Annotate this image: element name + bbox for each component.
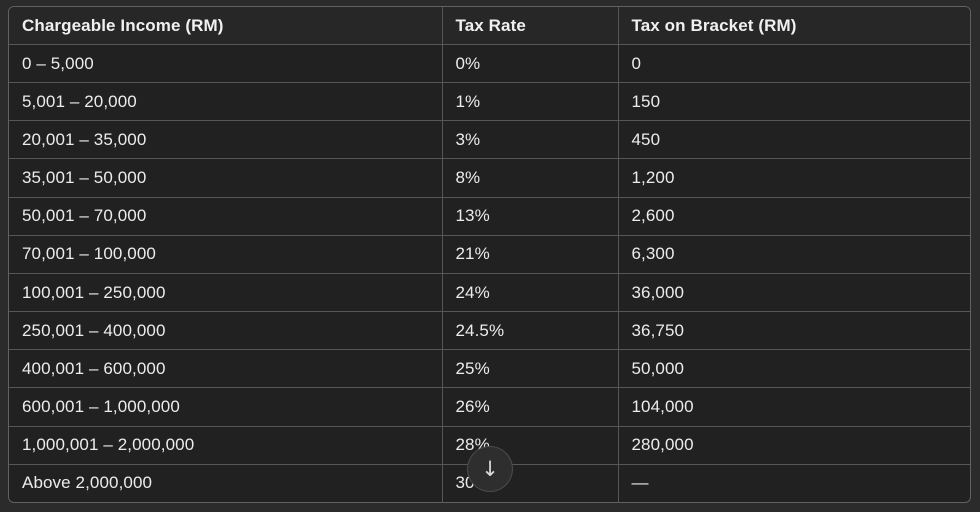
table-row: 250,001 – 400,000 24.5% 36,750: [9, 311, 970, 350]
table-cell: 100,001 – 250,000: [9, 272, 442, 312]
table-cell: 104,000: [617, 387, 970, 427]
header-cell: Tax on Bracket (RM): [617, 7, 970, 45]
table-row: 600,001 – 1,000,000 26% 104,000: [9, 387, 970, 427]
table-cell: 0: [617, 43, 970, 83]
table-header: Chargeable Income (RM) Tax Rate Tax on Bra…: [9, 7, 970, 45]
table-row: 35,001 – 50,000 8% 1,200: [9, 158, 970, 198]
table-cell: 50,000: [617, 349, 970, 388]
header-row: Chargeable Income (RM) Tax Rate Tax on Bra…: [9, 7, 970, 45]
table-cell: 50,001 – 70,000: [9, 196, 442, 236]
table-cell: 0 – 5,000: [9, 43, 442, 83]
table-cell: 70,001 – 100,000: [9, 234, 442, 274]
table-row: 50,001 – 70,000 13% 2,600: [9, 196, 970, 236]
table-cell: 36,750: [617, 311, 970, 350]
header-cell: Tax Rate: [441, 7, 618, 45]
table-cell: 5,001 – 20,000: [9, 82, 442, 121]
table-row: 70,001 – 100,000 21% 6,300: [9, 234, 970, 274]
table-cell: 1,200: [617, 158, 970, 198]
table-cell: —: [617, 463, 970, 502]
table-row: 100,001 – 250,000 24% 36,000: [9, 272, 970, 312]
table-cell: 24.5%: [441, 311, 618, 350]
table-cell: 0%: [441, 43, 618, 83]
table-cell: 21%: [441, 234, 618, 274]
table-cell: 20,001 – 35,000: [9, 120, 442, 159]
table-cell: 1,000,001 – 2,000,000: [9, 425, 442, 465]
table-cell: 26%: [441, 387, 618, 427]
table-cell: 25%: [441, 349, 618, 388]
table-body: 0 – 5,000 0% 0 5,001 – 20,000 1% 150 20,001 – …: [9, 43, 970, 502]
table-row: 400,001 – 600,000 25% 50,000: [9, 349, 970, 388]
arrow-down-icon: ↓: [481, 456, 499, 481]
table-cell: Above 2,000,000: [9, 463, 442, 502]
table-row: 20,001 – 35,000 3% 450: [9, 120, 970, 159]
table-cell: 35,001 – 50,000: [9, 158, 442, 198]
table-cell: 250,001 – 400,000: [9, 311, 442, 350]
tax-bracket-table: Chargeable Income (RM) Tax Rate Tax on Bra…: [9, 7, 970, 502]
table-row: 1,000,001 – 2,000,000 28% 280,000: [9, 425, 970, 465]
table-cell: 24%: [441, 272, 618, 312]
table-cell: 3%: [441, 120, 618, 159]
table-cell: 280,000: [617, 425, 970, 465]
table-cell: 1%: [441, 82, 618, 121]
table-cell: 2,600: [617, 196, 970, 236]
table-cell: 450: [617, 120, 970, 159]
table-cell: 600,001 – 1,000,000: [9, 387, 442, 427]
table-row: 0 – 5,000 0% 0: [9, 43, 970, 83]
table-row: 5,001 – 20,000 1% 150: [9, 82, 970, 121]
table-cell: 36,000: [617, 272, 970, 312]
header-cell: Chargeable Income (RM): [9, 7, 442, 45]
scroll-to-bottom-button[interactable]: ↓: [467, 446, 513, 492]
table-cell: 13%: [441, 196, 618, 236]
table-cell: 6,300: [617, 234, 970, 274]
tax-bracket-table-container: Chargeable Income (RM) Tax Rate Tax on Bra…: [8, 6, 971, 503]
table-cell: 8%: [441, 158, 618, 198]
table-cell: 150: [617, 82, 970, 121]
table-cell: 400,001 – 600,000: [9, 349, 442, 388]
